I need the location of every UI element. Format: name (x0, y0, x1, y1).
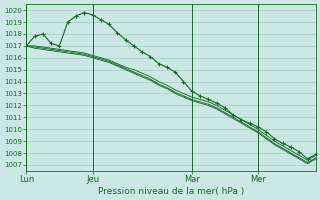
X-axis label: Pression niveau de la mer( hPa ): Pression niveau de la mer( hPa ) (98, 187, 244, 196)
